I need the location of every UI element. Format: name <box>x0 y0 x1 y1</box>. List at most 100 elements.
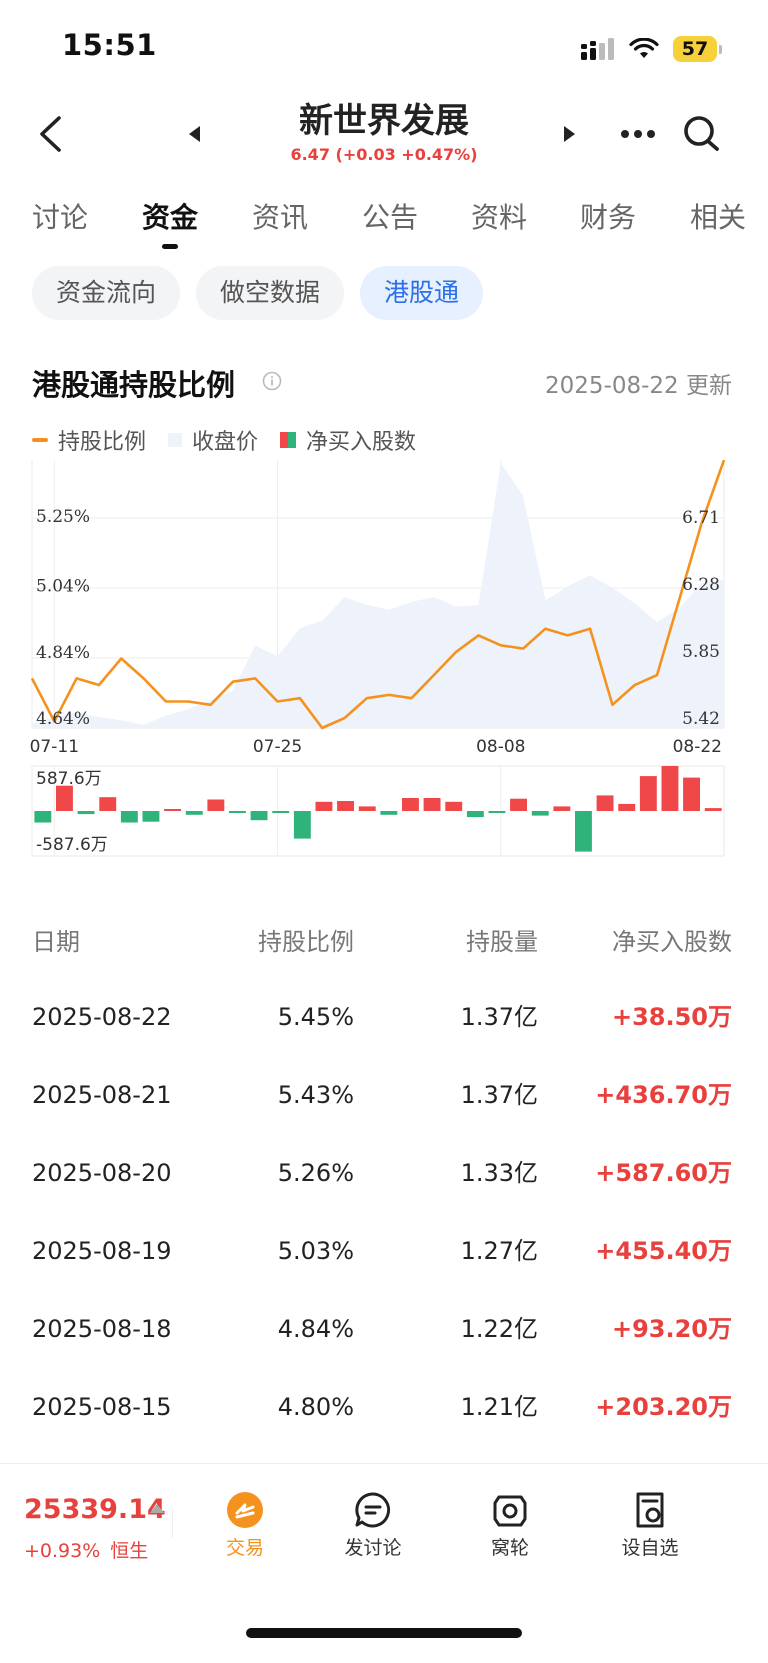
net-buy-bar <box>77 811 95 815</box>
search-icon <box>684 116 719 151</box>
tab-announcements[interactable]: 公告 <box>362 201 419 234</box>
index-change[interactable]: +0.93% 恒生 <box>24 1536 148 1563</box>
y-left-tick-label: 5.25% <box>36 507 90 527</box>
battery-level: 57 <box>673 36 717 62</box>
row-shares: 1.37亿 <box>460 1003 538 1031</box>
row-date: 2025-08-21 <box>32 1081 172 1109</box>
net-buy-bar <box>488 811 506 813</box>
search-button[interactable] <box>680 112 724 156</box>
net-buy-bar <box>553 806 571 811</box>
subtab-stock-connect[interactable]: 港股通 <box>360 266 484 320</box>
y-left-tick-label: 4.64% <box>36 709 90 729</box>
add-watchlist-icon <box>630 1490 670 1530</box>
net-buy-bar <box>229 811 246 813</box>
x-tick-label: 07-11 <box>30 737 79 757</box>
net-buy-bar <box>56 785 73 811</box>
row-ratio: 5.43% <box>277 1081 354 1109</box>
status-bar: 15:51 57 <box>0 0 768 100</box>
row-ratio: 4.84% <box>277 1315 354 1343</box>
post-discussion-icon <box>353 1490 393 1530</box>
legend-ratio[interactable]: 持股比例 <box>32 424 146 456</box>
net-buy-bar <box>272 811 290 813</box>
legend-price-swatch <box>168 433 183 447</box>
net-buy-bar <box>618 803 636 811</box>
warrant-icon <box>490 1490 530 1530</box>
next-stock-button[interactable] <box>558 122 582 146</box>
x-tick-label: 08-08 <box>476 737 525 757</box>
net-buy-bar <box>337 801 354 811</box>
row-net: +587.60万 <box>595 1159 732 1187</box>
subtab-fund-flow[interactable]: 资金流向 <box>32 266 181 320</box>
nav-post-discussion[interactable]: 发讨论 <box>328 1490 418 1560</box>
y-left-tick-label: 5.04% <box>36 577 90 597</box>
row-date: 2025-08-19 <box>32 1237 172 1265</box>
home-indicator <box>246 1628 522 1638</box>
sub-tabs: 资金流向 做空数据 港股通 <box>32 266 484 320</box>
stock-title-block: 新世界发展 6.47 (+0.03 +0.47%) <box>234 100 534 166</box>
table-row: 2025-08-19 5.03% 1.27亿 +455.40万 <box>0 1212 768 1290</box>
legend-net[interactable]: 净买入股数 <box>280 424 416 456</box>
back-button[interactable] <box>30 110 70 158</box>
next-stock-icon <box>564 126 575 142</box>
stock-header: 新世界发展 6.47 (+0.03 +0.47%) <box>0 92 768 182</box>
row-shares: 1.21亿 <box>460 1393 538 1421</box>
y-right-tick-label: 5.85 <box>682 642 720 662</box>
nav-post-discussion-label: 发讨论 <box>344 1537 402 1559</box>
info-icon[interactable] <box>262 371 282 391</box>
y-left-tick-label: 5.45% <box>36 460 90 461</box>
nav-warrant-label: 窝轮 <box>490 1537 529 1559</box>
subtab-short-data[interactable]: 做空数据 <box>196 266 345 320</box>
more-button[interactable] <box>618 118 658 150</box>
net-buy-bar <box>704 808 722 811</box>
row-net: +455.40万 <box>595 1237 732 1265</box>
nav-trade[interactable]: 交易 <box>200 1490 290 1560</box>
tab-profile[interactable]: 资料 <box>471 201 528 234</box>
nav-add-watchlist[interactable]: 设自选 <box>605 1490 695 1560</box>
net-buy-bar <box>661 766 679 811</box>
bar-y-max-label: 587.6万 <box>36 769 102 789</box>
net-buy-bar <box>639 776 657 811</box>
wifi-icon <box>629 38 659 58</box>
tab-news[interactable]: 资讯 <box>252 201 309 234</box>
prev-stock-button[interactable] <box>182 122 206 146</box>
net-buy-bar <box>683 777 700 811</box>
y-right-tick-label: 5.42 <box>682 709 720 729</box>
tab-active-indicator <box>162 244 178 249</box>
holding-chart[interactable]: 4.64% 4.84% 5.04% 5.25% 5.45% 5.42 5.85 6.28 6.… <box>0 460 768 910</box>
net-buy-bar <box>380 811 398 815</box>
net-buy-bar <box>120 811 138 823</box>
table-row: 2025-08-18 4.84% 1.22亿 +93.20万 <box>0 1290 768 1368</box>
row-shares: 1.37亿 <box>460 1081 538 1109</box>
legend-price-label: 收盘价 <box>192 430 259 455</box>
legend-net-label: 净买入股数 <box>306 430 417 455</box>
more-icon <box>621 130 655 138</box>
row-net: +93.20万 <box>611 1315 732 1343</box>
row-shares: 1.22亿 <box>460 1315 538 1343</box>
header-shares: 持股量 <box>466 928 538 956</box>
tab-funds[interactable]: 资金 <box>142 201 199 234</box>
y-left-tick-label: 4.84% <box>36 643 90 663</box>
tab-discussion[interactable]: 讨论 <box>32 201 89 234</box>
index-value[interactable]: 25339.14 <box>24 1494 166 1525</box>
legend-ratio-swatch <box>32 438 48 442</box>
y-right-tick-label: 6.28 <box>682 575 720 595</box>
net-buy-bar <box>315 801 333 811</box>
net-buy-bar <box>34 811 52 823</box>
header-net: 净买入股数 <box>612 928 732 956</box>
tab-related[interactable]: 相关 <box>690 201 747 234</box>
net-buy-bar <box>531 811 549 816</box>
status-time: 15:51 <box>62 28 157 62</box>
table-row: 2025-08-15 4.80% 1.21亿 +203.20万 <box>0 1368 768 1446</box>
bottom-bar: 25339.14 +0.93% 恒生 交易 发讨论 <box>0 1463 768 1593</box>
header-ratio: 持股比例 <box>258 928 354 956</box>
header-date: 日期 <box>32 928 80 956</box>
nav-add-watchlist-label: 设自选 <box>621 1537 679 1559</box>
nav-warrant[interactable]: 窝轮 <box>465 1490 555 1560</box>
net-buy-bar <box>402 798 419 811</box>
index-change-value: +0.93% <box>24 1540 101 1562</box>
legend-price[interactable]: 收盘价 <box>168 424 258 456</box>
row-net: +203.20万 <box>595 1393 732 1421</box>
bar-y-min-label: -587.6万 <box>36 835 108 855</box>
net-buy-bar <box>142 811 160 822</box>
tab-financials[interactable]: 财务 <box>580 201 637 234</box>
